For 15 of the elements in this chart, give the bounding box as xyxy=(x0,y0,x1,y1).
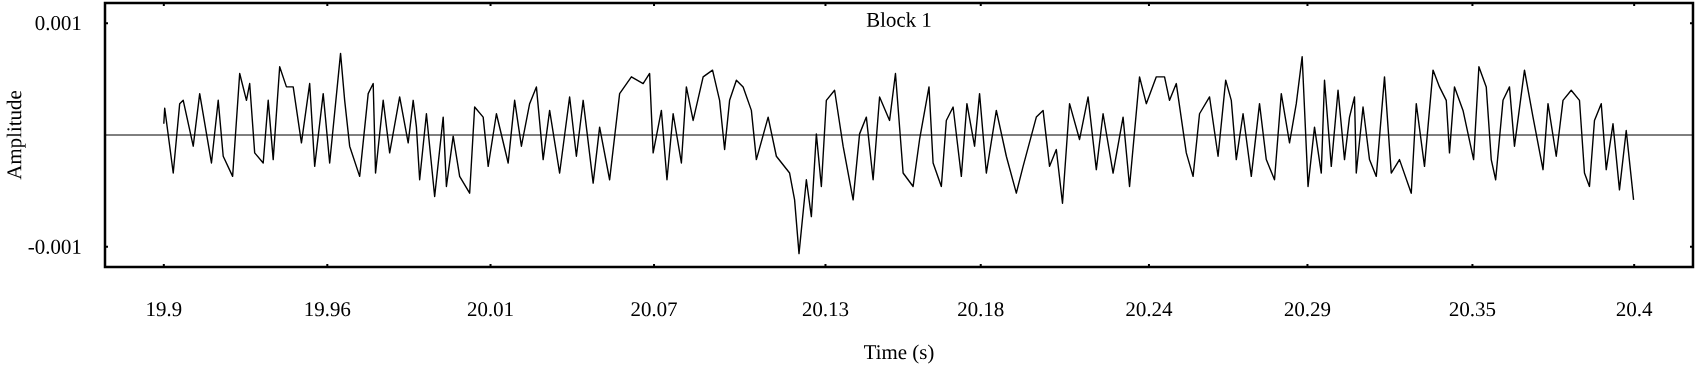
y-tick-label: 0.001 xyxy=(35,16,81,31)
x-tick-label: 20.35 xyxy=(1449,302,1496,317)
x-tick-label: 19.96 xyxy=(305,302,351,317)
x-tick-label: 20.18 xyxy=(958,302,1004,317)
x-tick-label: 20.07 xyxy=(631,302,677,317)
y-tick-label: -0.001 xyxy=(28,239,81,254)
x-tick-label: 19.9 xyxy=(147,302,182,317)
chart-title: Block 1 xyxy=(866,12,931,27)
y-axis-title: Amplitude xyxy=(6,90,26,180)
x-tick-label: 20.29 xyxy=(1284,302,1331,317)
x-tick-label: 20.01 xyxy=(467,302,513,317)
x-tick-label: 20.24 xyxy=(1126,302,1173,317)
x-tick-label: 20.4 xyxy=(1616,302,1653,317)
x-tick-label: 20.13 xyxy=(802,302,849,317)
x-axis-title: Time (s) xyxy=(864,344,934,364)
